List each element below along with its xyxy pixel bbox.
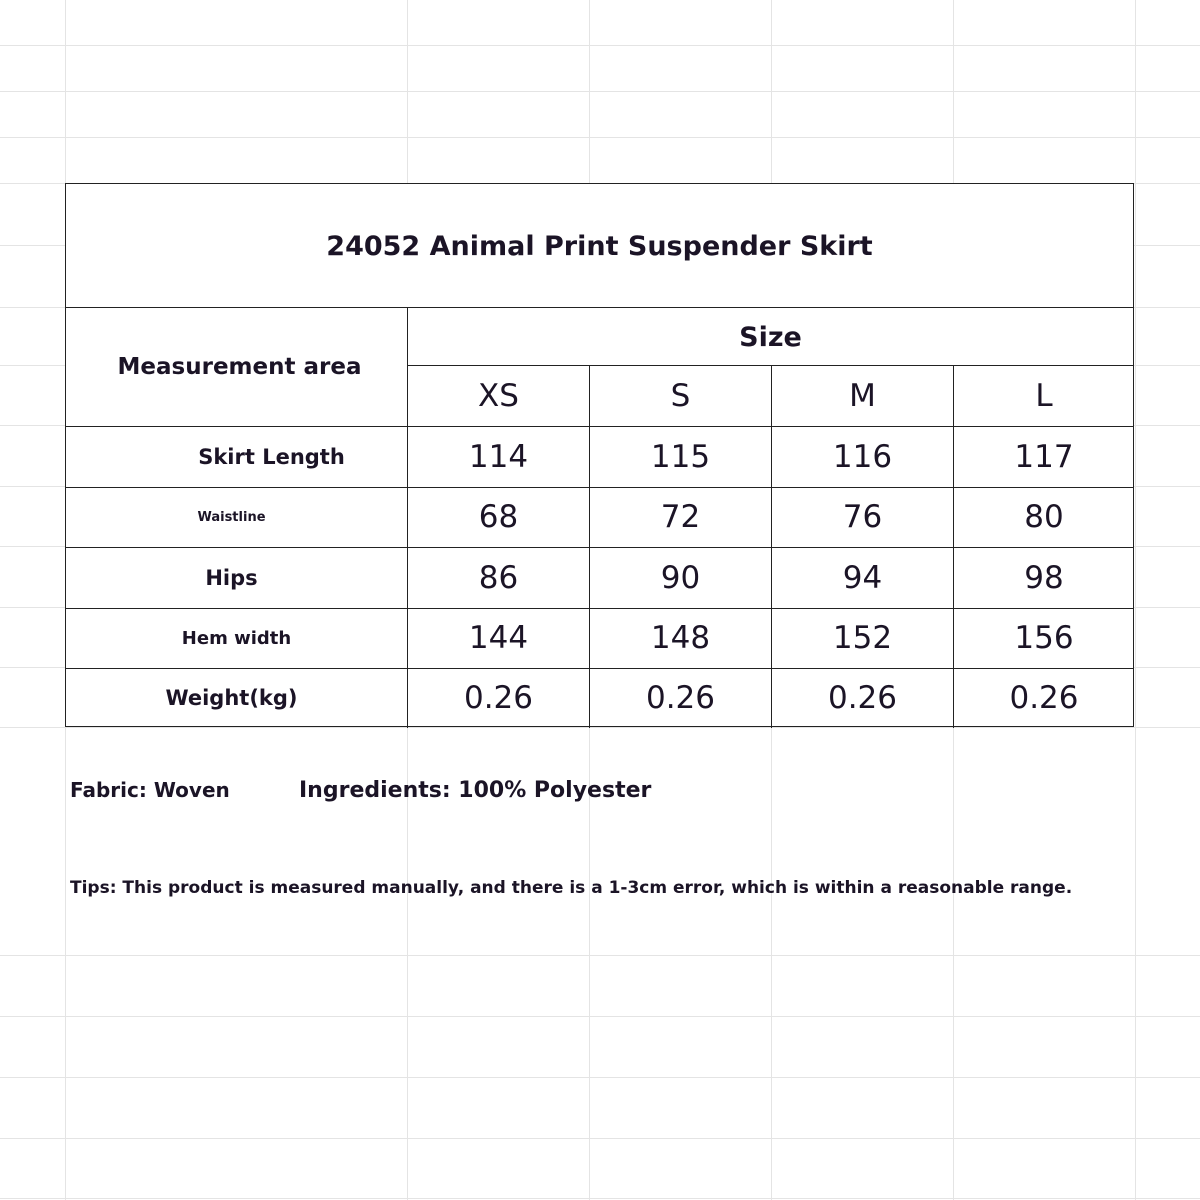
size-column-header: S [670, 378, 691, 414]
gridline [0, 955, 1200, 956]
gridline [0, 45, 1200, 46]
table-border [66, 608, 1133, 609]
gridline [0, 91, 1200, 92]
table-cell: 72 [660, 499, 701, 535]
table-border [66, 307, 1133, 308]
row-label: Hem width [181, 627, 292, 649]
size-column-header: XS [478, 378, 519, 414]
size-column-header: M [849, 378, 876, 414]
table-border [407, 308, 408, 728]
table-border [66, 426, 1133, 427]
row-label: Skirt Length [198, 444, 345, 469]
row-label: Waistline [197, 509, 266, 525]
table-cell: 90 [660, 559, 701, 596]
gridline [0, 137, 1200, 138]
table-cell: 80 [1024, 499, 1064, 535]
size-column-header: L [1035, 378, 1053, 414]
table-border [953, 366, 954, 728]
table-border [771, 366, 772, 728]
table-cell: 148 [650, 620, 711, 656]
table-cell: 156 [1014, 620, 1074, 656]
table-title: 24052 Animal Print Suspender Skirt [326, 230, 873, 262]
gridline [0, 1016, 1200, 1017]
gridline [0, 1077, 1200, 1078]
row-label: Weight(kg) [165, 686, 298, 710]
table-cell: 68 [478, 499, 519, 535]
table-cell: 115 [650, 438, 711, 475]
table-cell: 0.26 [1009, 680, 1079, 716]
measurement-area-header: Measurement area [117, 354, 362, 380]
ingredients-note: Ingredients: 100% Polyester [299, 778, 652, 803]
table-border [66, 547, 1133, 548]
table-cell: 152 [832, 620, 893, 656]
size-chart-table: 24052 Animal Print Suspender Skirt Measu… [65, 183, 1134, 728]
tips-note: Tips: This product is measured manually,… [70, 878, 1073, 898]
table-cell: 116 [832, 438, 893, 475]
table-cell: 98 [1024, 559, 1064, 596]
table-cell: 0.26 [463, 680, 534, 716]
gridline [0, 727, 1200, 728]
table-cell: 0.26 [645, 680, 716, 716]
table-border [408, 365, 1133, 366]
table-cell: 117 [1014, 438, 1074, 475]
table-cell: 144 [468, 620, 529, 656]
gridline [1135, 0, 1136, 1200]
table-border [66, 668, 1133, 669]
table-cell: 94 [842, 559, 883, 596]
table-cell: 86 [478, 559, 519, 596]
table-border [589, 366, 590, 728]
gridline [0, 1198, 1200, 1199]
row-label: Hips [205, 565, 258, 590]
fabric-note: Fabric: Woven [70, 778, 230, 802]
table-border [66, 487, 1133, 488]
table-cell: 0.26 [827, 680, 898, 716]
gridline [0, 1138, 1200, 1139]
size-header: Size [739, 321, 802, 353]
table-cell: 114 [468, 438, 529, 475]
table-cell: 76 [842, 499, 883, 535]
